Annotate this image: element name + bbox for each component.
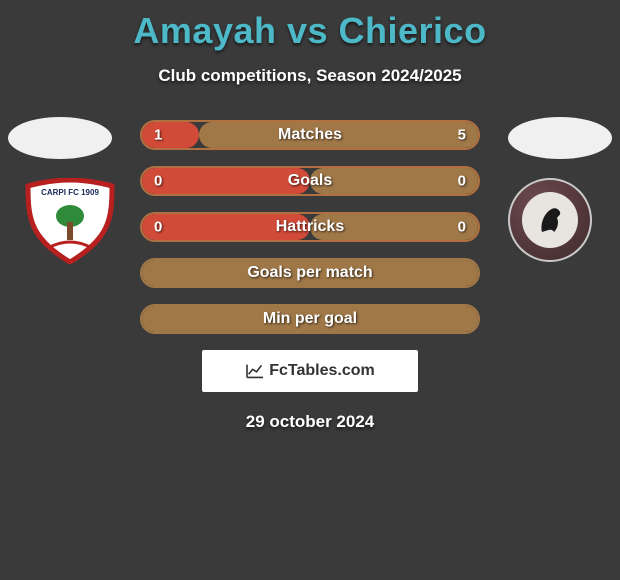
stat-row: Goals per match bbox=[140, 258, 480, 288]
stat-label: Matches bbox=[278, 126, 342, 144]
stat-label: Goals bbox=[288, 172, 332, 190]
club-badge-right bbox=[500, 178, 600, 264]
horse-icon bbox=[530, 200, 570, 240]
stat-value-right: 0 bbox=[458, 219, 466, 236]
stat-fill-left bbox=[142, 122, 199, 148]
stat-value-right: 5 bbox=[458, 127, 466, 144]
chart-icon bbox=[245, 363, 265, 379]
page-title: Amayah vs Chierico bbox=[0, 0, 620, 52]
stat-value-left: 0 bbox=[154, 219, 162, 236]
stat-value-left: 0 bbox=[154, 173, 162, 190]
stat-value-left: 1 bbox=[154, 127, 162, 144]
date-label: 29 october 2024 bbox=[0, 412, 620, 432]
stat-value-right: 0 bbox=[458, 173, 466, 190]
stat-row: 0 0 Goals bbox=[140, 166, 480, 196]
badge-text: CARPI FC 1909 bbox=[41, 188, 99, 197]
player-avatar-left bbox=[8, 117, 112, 159]
player-avatar-right bbox=[508, 117, 612, 159]
brand-text: FcTables.com bbox=[269, 362, 375, 380]
stat-fill-right bbox=[310, 168, 478, 194]
subtitle: Club competitions, Season 2024/2025 bbox=[0, 66, 620, 86]
stat-row: Min per goal bbox=[140, 304, 480, 334]
circle-badge-icon bbox=[508, 178, 592, 262]
stat-row: 0 0 Hattricks bbox=[140, 212, 480, 242]
stat-label: Hattricks bbox=[276, 218, 344, 236]
shield-icon: CARPI FC 1909 bbox=[20, 178, 120, 264]
stat-fill-left bbox=[142, 168, 310, 194]
stat-label: Min per goal bbox=[263, 310, 357, 328]
club-badge-left: CARPI FC 1909 bbox=[20, 178, 120, 264]
brand-footer[interactable]: FcTables.com bbox=[202, 350, 418, 392]
stats-container: 1 5 Matches 0 0 Goals 0 0 Hattricks Goals per mat… bbox=[140, 120, 480, 334]
stat-row: 1 5 Matches bbox=[140, 120, 480, 150]
stat-label: Goals per match bbox=[247, 264, 372, 282]
